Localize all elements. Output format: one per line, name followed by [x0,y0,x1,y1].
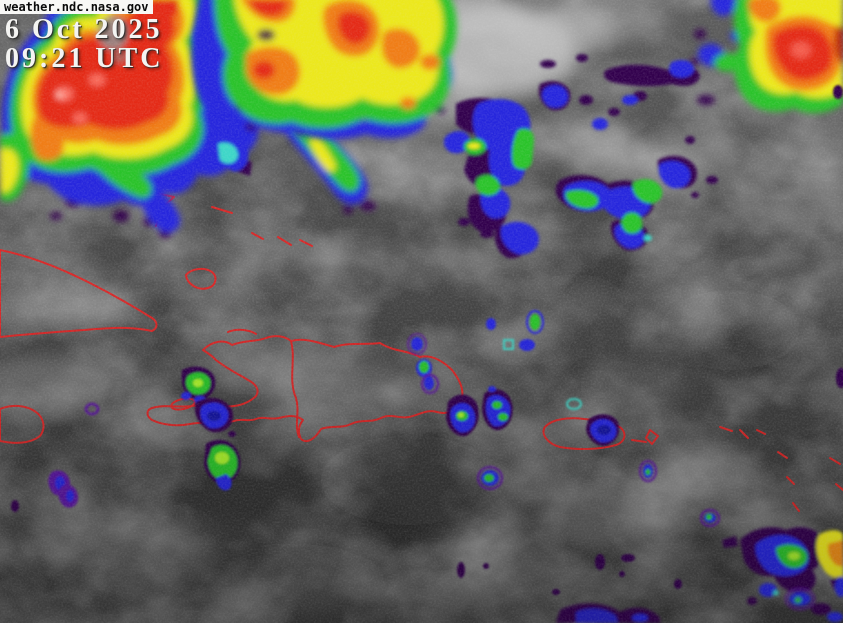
timestamp-overlay: 6 Oct 2025 09:21 UTC [5,15,163,73]
source-url-text: weather.ndc.nasa.gov [4,0,149,14]
source-url-banner: weather.ndc.nasa.gov [0,0,153,14]
date-text: 6 Oct 2025 [5,14,163,45]
time-text: 09:21 UTC [5,43,164,74]
